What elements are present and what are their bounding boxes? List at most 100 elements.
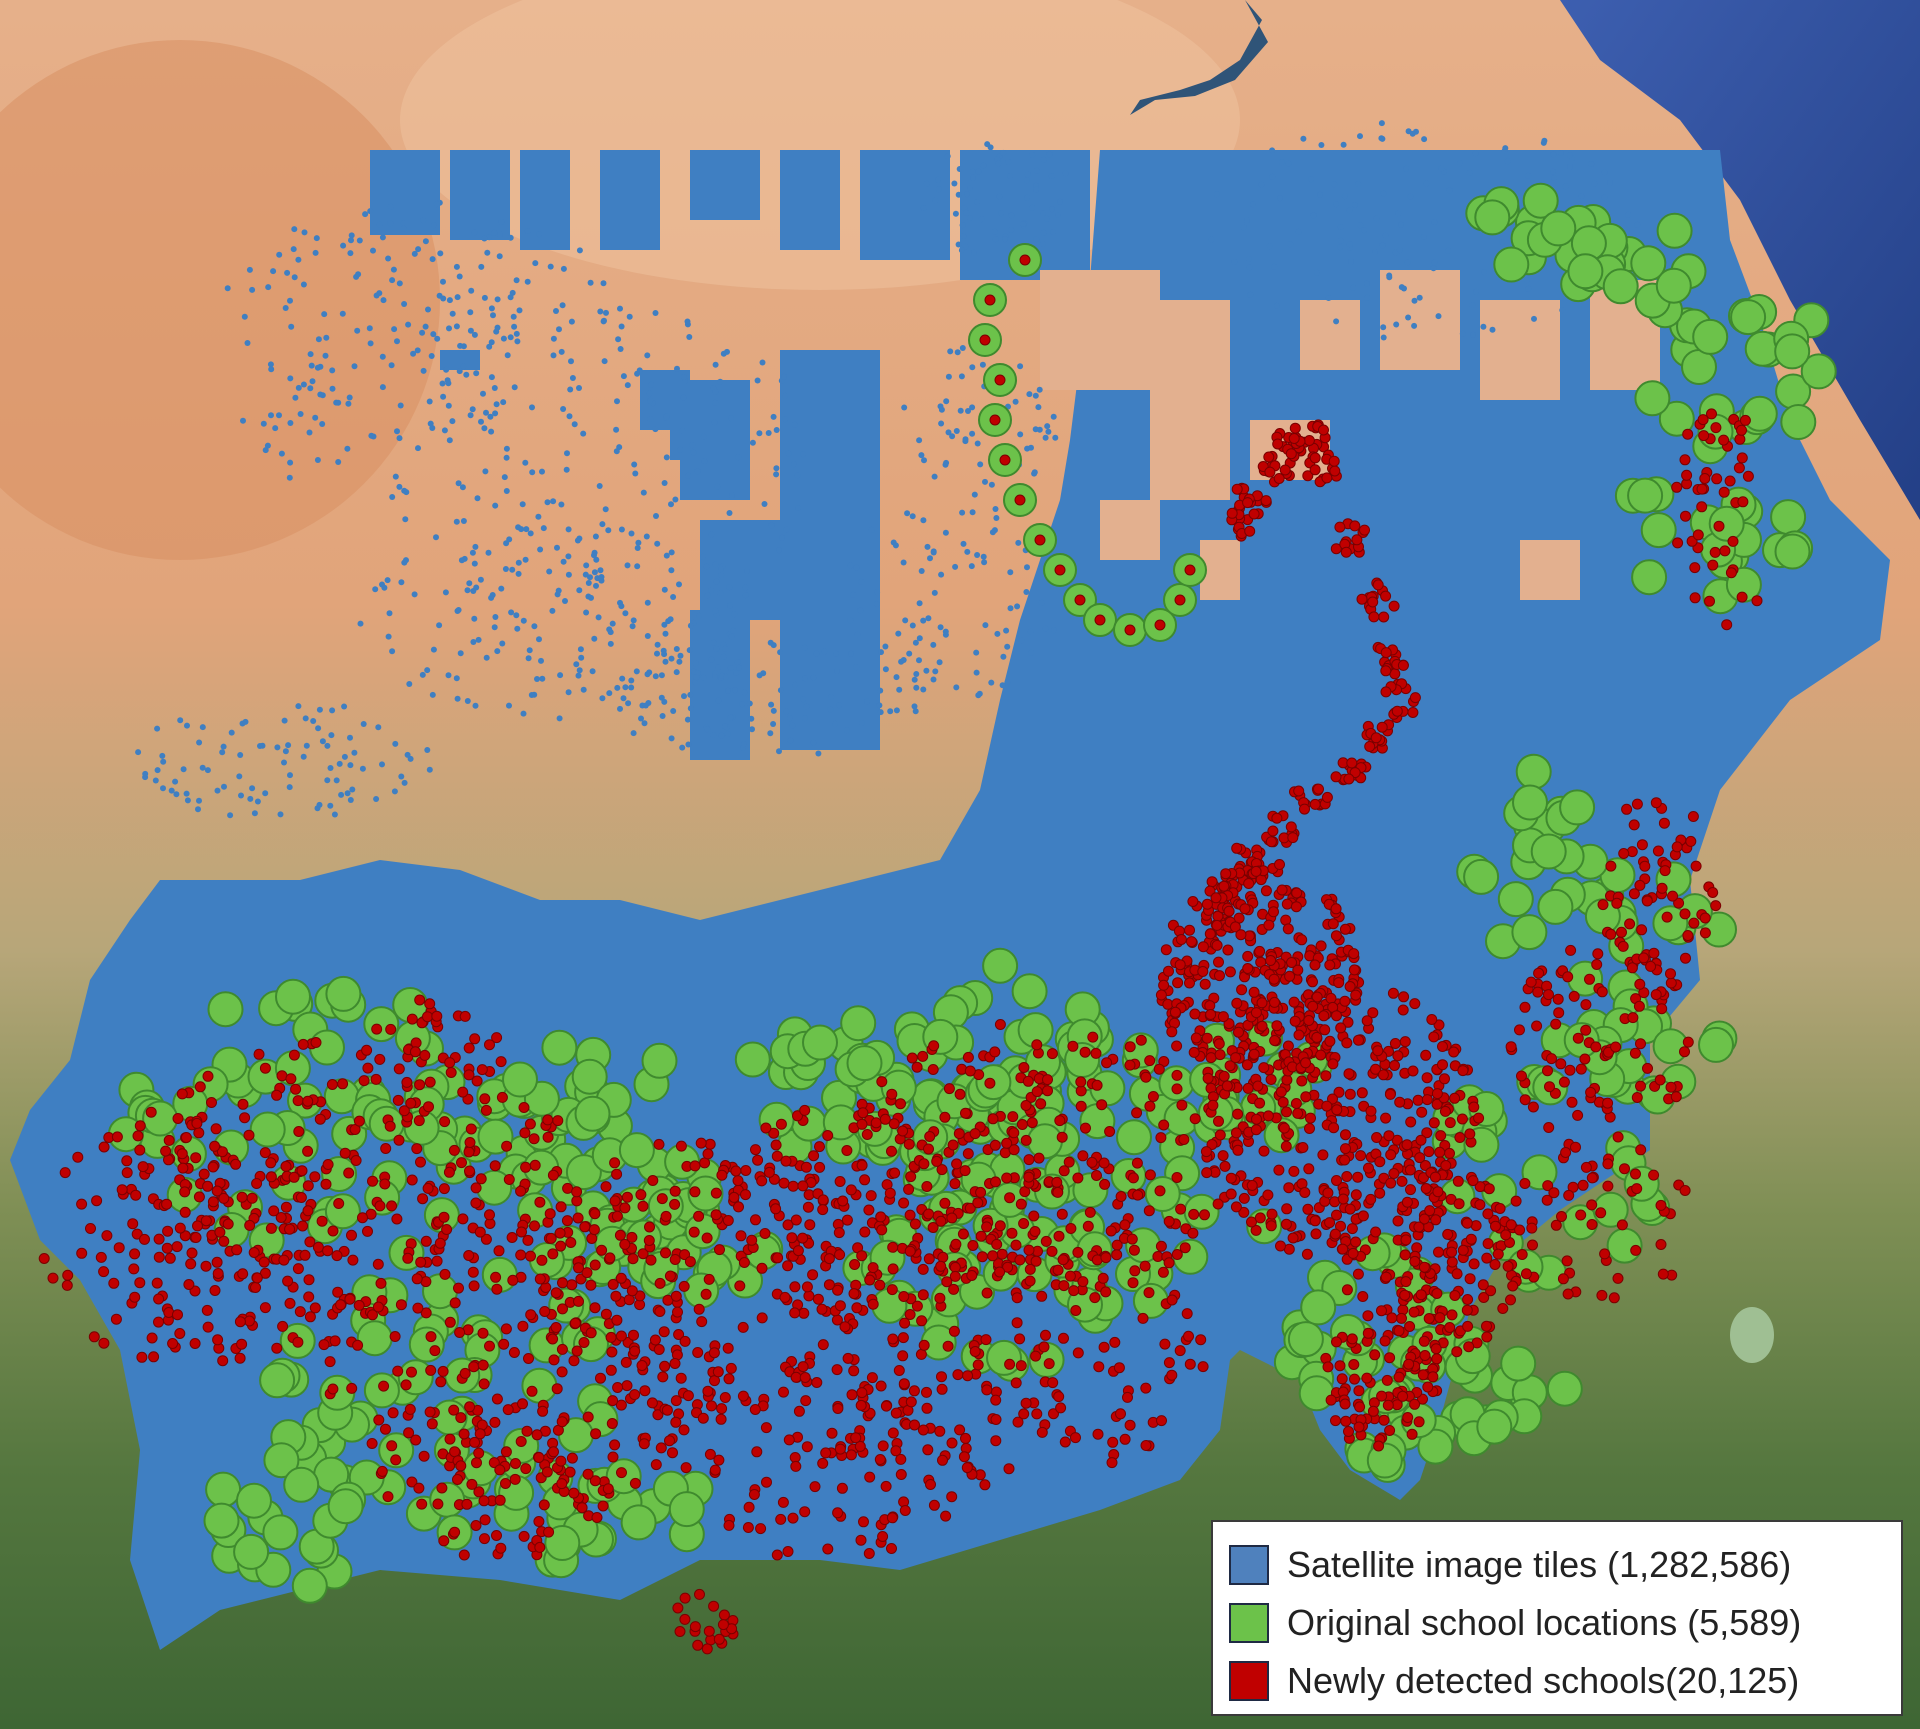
tile-point [291,226,298,233]
new-school-marker [1370,1226,1382,1238]
new-school-marker [928,1499,940,1511]
new-school-marker [326,1079,338,1090]
new-school-marker [1242,963,1254,974]
new-school-marker [782,1219,794,1231]
new-school-marker [392,1365,404,1377]
new-school-marker [353,1115,365,1127]
new-school-marker [1719,545,1731,557]
tile-point [514,338,521,345]
river-new-school-marker [1285,821,1297,833]
new-school-marker [464,1137,476,1148]
new-school-marker [960,1432,971,1444]
new-school-marker [904,1245,916,1257]
tile-point [636,367,643,374]
tile-point [1411,322,1418,329]
new-school-marker [1187,1227,1199,1239]
new-school-marker [542,1131,554,1143]
new-school-marker [295,1192,307,1203]
tile-point [912,639,919,646]
new-school-marker [565,1237,577,1248]
tile-point [1271,263,1278,270]
tile-point [628,530,635,537]
tile-point [588,594,594,601]
tile-point [569,375,576,381]
new-school-marker [1630,1168,1641,1180]
new-school-marker [1280,1140,1292,1152]
tile-point [513,330,520,337]
tile-point [703,563,710,570]
tile-point [974,440,981,447]
new-school-marker [1340,1143,1351,1155]
tile-point [513,277,520,284]
new-school-marker [1698,430,1710,442]
new-school-marker [1343,1068,1355,1080]
river-new-school-marker [1367,596,1379,608]
new-school-marker [1010,1377,1022,1389]
new-school-marker [1577,1179,1589,1191]
new-school-marker [1542,1180,1554,1192]
new-school-marker [750,1214,761,1226]
new-school-marker [1143,1205,1155,1217]
tile-point [1007,605,1014,612]
tile-point [944,153,951,160]
river-new-school-marker [1329,465,1341,477]
tile-point [786,715,793,722]
new-school-marker [966,1270,978,1281]
new-school-marker [445,1067,457,1078]
new-school-marker [1555,1058,1567,1070]
tile-point [500,335,507,342]
new-school-marker [1429,1171,1441,1183]
tile-point [980,553,987,560]
new-school-marker [1016,1119,1028,1130]
new-school-marker [1431,1098,1443,1110]
new-school-marker [659,1360,671,1372]
new-school-marker [1671,841,1683,853]
new-school-marker [1213,956,1224,968]
tile-point [713,578,720,585]
new-school-marker [1075,1100,1087,1112]
tile-point [312,414,319,421]
new-school-marker [1029,1226,1041,1237]
new-school-marker [391,1213,403,1225]
tile-point [286,474,293,481]
tile-point [436,622,443,629]
new-school-marker [964,1202,976,1214]
new-school-marker [1327,1058,1339,1070]
new-school-marker [1628,819,1640,831]
new-school-marker [454,1327,466,1338]
original-school-marker [1562,1204,1599,1241]
tile-point [348,237,354,244]
tile-point [1456,160,1463,167]
tile-point [959,509,966,516]
tile-point [1213,191,1220,198]
tile-point [748,715,755,722]
new-school-marker [1320,1070,1332,1082]
tile-point [360,721,367,727]
tile-point [580,430,587,437]
new-school-marker [636,1360,648,1371]
tile-point [446,437,453,444]
new-school-marker [1382,1399,1394,1411]
tile-point [1378,135,1385,142]
new-school-marker [797,1180,809,1192]
new-school-marker [704,1448,716,1460]
tile-point [770,413,777,420]
new-school-marker [1396,1312,1407,1324]
new-school-marker [284,1223,296,1235]
new-school-marker [701,1643,713,1655]
new-school-marker [362,1225,373,1237]
tile-point [587,574,593,581]
tile-point [558,348,565,355]
new-school-marker [1171,1083,1183,1095]
new-school-marker [153,1233,165,1245]
new-school-marker [1175,934,1187,945]
new-school-marker [1384,1352,1396,1364]
new-school-marker [1166,1294,1178,1306]
new-school-marker [1289,1015,1301,1027]
original-school-marker [521,1367,558,1404]
new-school-marker [1350,989,1362,1001]
original-school-marker [1366,1442,1403,1479]
river-new-school-marker [1340,546,1352,558]
tile-point [398,773,405,780]
